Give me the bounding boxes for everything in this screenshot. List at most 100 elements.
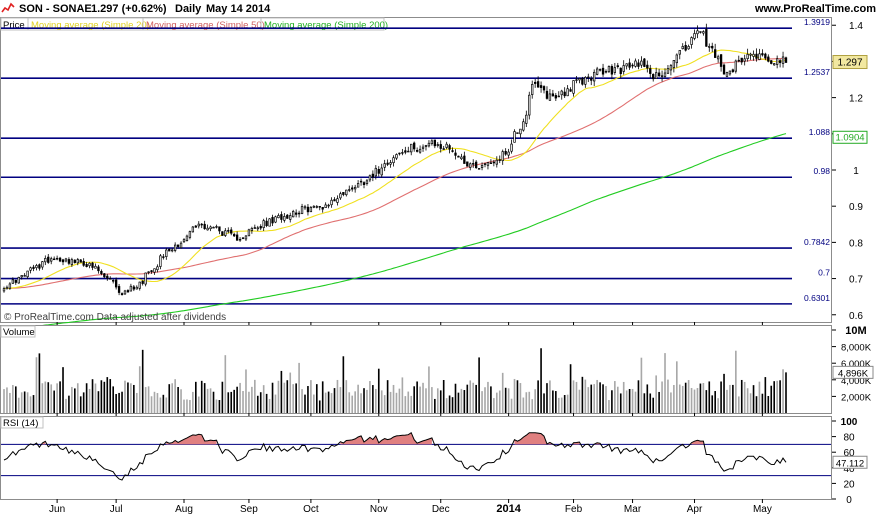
candle-body — [88, 262, 91, 267]
volume-bar — [274, 394, 277, 413]
candle — [699, 31, 702, 34]
volume-bar — [304, 394, 306, 413]
volume-bar — [298, 362, 300, 413]
volume-bar — [307, 386, 309, 413]
volume-bar — [555, 391, 557, 413]
volume-bar — [434, 398, 436, 413]
volume-bar — [767, 396, 770, 413]
candle — [132, 285, 136, 292]
legend: Price Moving average (Simple 20) Moving … — [0, 17, 388, 31]
candle — [32, 264, 35, 272]
candle-body — [203, 223, 206, 230]
candle — [386, 159, 389, 167]
candle — [153, 268, 156, 275]
volume-bar — [752, 385, 755, 413]
candle-body — [764, 53, 767, 59]
candle-body — [129, 285, 133, 292]
candle-body — [247, 229, 251, 237]
candle-body — [318, 206, 321, 208]
candle — [775, 55, 779, 69]
candle — [734, 59, 737, 74]
volume-bar — [569, 364, 572, 413]
candle-body — [595, 68, 599, 75]
candle — [70, 257, 74, 267]
candle-body — [398, 152, 401, 155]
volume-bar — [189, 400, 191, 413]
volume-bar — [245, 369, 247, 413]
candle-body — [486, 162, 490, 166]
volume-bar — [696, 388, 699, 413]
candle-body — [209, 226, 212, 230]
volume-bar — [428, 366, 430, 413]
volume-bar — [327, 391, 330, 413]
candle — [82, 258, 85, 267]
candle — [182, 238, 186, 243]
volume-bar — [670, 392, 672, 413]
candlesticks — [2, 23, 788, 296]
candle — [657, 68, 661, 78]
candle-body — [563, 91, 566, 97]
volume-bar — [56, 383, 58, 413]
candle-body — [112, 280, 115, 282]
candle — [103, 273, 106, 278]
price-tick-label: 0.7 — [849, 275, 863, 286]
volume-bar — [209, 388, 212, 413]
candle-body — [159, 255, 162, 267]
candle — [693, 29, 696, 41]
candle — [743, 54, 746, 66]
candle — [277, 213, 280, 219]
candle — [560, 89, 563, 100]
candle — [442, 145, 445, 150]
volume-bar — [106, 377, 109, 413]
candle-body — [410, 143, 413, 153]
candle-body — [197, 223, 200, 227]
volume-bar — [495, 392, 498, 413]
volume-bar — [407, 391, 410, 413]
candle-body — [510, 143, 513, 152]
volume-bar — [227, 392, 230, 413]
volume-bar — [484, 387, 486, 413]
candle-body — [678, 50, 681, 55]
candle — [114, 277, 118, 290]
candle — [767, 54, 770, 63]
candle-body — [144, 272, 147, 285]
volume-bar — [53, 390, 55, 413]
ma200-last-tag — [832, 130, 868, 144]
candle-body — [566, 88, 569, 97]
candle-body — [315, 206, 318, 208]
volume-bar — [68, 395, 70, 413]
volume-bar — [717, 398, 719, 413]
candle — [654, 67, 658, 79]
volume-bar — [451, 397, 454, 413]
volume-bar — [785, 372, 787, 413]
candle-body — [424, 144, 428, 147]
volume-bar — [20, 392, 23, 413]
rsi-last-label: 47.112 — [836, 458, 864, 469]
candle — [283, 213, 286, 223]
candle — [11, 277, 15, 284]
volume-bar — [764, 377, 767, 413]
candle — [607, 65, 611, 74]
candle-body — [767, 56, 770, 62]
candle — [2, 286, 6, 293]
candle-body — [569, 89, 572, 92]
candle-body — [669, 65, 673, 71]
candle-body — [454, 152, 457, 156]
volume-bar — [206, 388, 209, 413]
candle-body — [35, 265, 38, 269]
volume-bar — [76, 383, 79, 413]
candle — [120, 292, 124, 296]
candle — [156, 264, 159, 273]
volume-bar — [431, 387, 433, 413]
candle — [292, 209, 295, 218]
candle-body — [194, 225, 197, 228]
period: Daily — [175, 3, 202, 15]
candle — [185, 234, 189, 242]
candle — [359, 178, 363, 186]
volume-bar — [91, 379, 94, 413]
volume-bar — [330, 393, 333, 413]
volume-bar — [295, 383, 297, 413]
volume-bar — [215, 399, 218, 413]
volume-bar — [454, 383, 457, 413]
volume-last-label: 4,896K — [838, 368, 869, 379]
